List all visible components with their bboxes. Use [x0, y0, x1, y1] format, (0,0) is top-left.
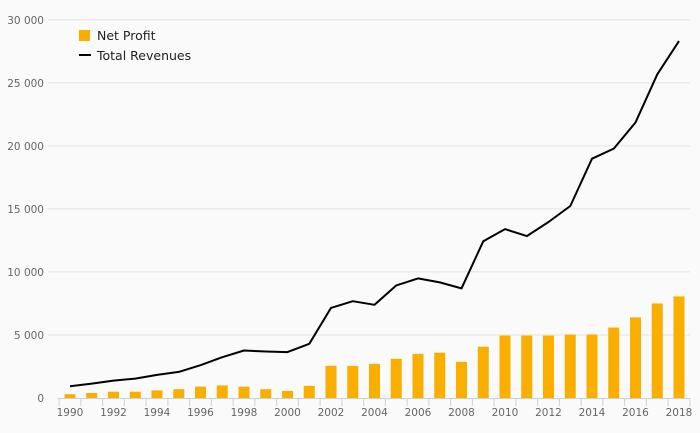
- x-tick-label: 1994: [144, 407, 171, 419]
- bar-1996: [195, 386, 206, 398]
- bar-1997: [216, 385, 228, 398]
- bar-2011: [521, 335, 533, 398]
- x-axis: 1990 1992 1994 1996 1998 2000 2002 2004 2006 2008…: [57, 398, 693, 419]
- x-tick-label: 1992: [100, 407, 127, 419]
- x-tick-label: 2014: [579, 407, 606, 419]
- x-tick-label: 2002: [318, 407, 345, 419]
- y-tick-label: 0: [37, 393, 44, 405]
- bar-2017: [651, 303, 663, 398]
- bar-1994: [151, 390, 163, 398]
- bar-2015: [608, 327, 620, 398]
- x-tick-label: 2018: [666, 407, 693, 419]
- y-tick-label: 15 000: [7, 204, 44, 216]
- y-tick-label: 20 000: [7, 141, 44, 153]
- bar-2012: [543, 335, 554, 398]
- bar-2009: [477, 346, 489, 398]
- bar-2001: [303, 385, 315, 398]
- bar-2007: [434, 352, 446, 398]
- x-tick-label: 2004: [361, 407, 388, 419]
- bar-2018: [673, 296, 685, 398]
- x-tick-label: 2012: [535, 407, 562, 419]
- y-tick-label: 5 000: [14, 330, 44, 342]
- x-tick-label: 2016: [622, 407, 649, 419]
- y-axis: 0 5 000 10 000 15 000 20 000 25 000 30 000: [7, 15, 44, 405]
- bar-1999: [260, 389, 272, 398]
- total-revenues-line: [69, 40, 680, 388]
- legend-swatch-net-profit: [79, 30, 90, 41]
- legend-label-net-profit: Net Profit: [97, 28, 156, 43]
- bar-1992: [108, 391, 119, 398]
- bar-2005: [390, 358, 402, 398]
- x-tick-label: 1996: [187, 407, 214, 419]
- bar-2008: [456, 361, 467, 398]
- y-tick-label: 30 000: [7, 15, 44, 27]
- bar-1990: [64, 394, 76, 398]
- bar-2014: [586, 334, 598, 398]
- bar-2000: [282, 390, 293, 398]
- bar-2004: [369, 363, 380, 398]
- bar-2002: [325, 365, 337, 398]
- bar-2006: [412, 353, 424, 398]
- bar-1993: [129, 391, 141, 398]
- bar-1995: [173, 389, 185, 398]
- bar-1998: [238, 386, 250, 398]
- gridlines: [48, 19, 690, 336]
- net-profit-bars: [64, 296, 685, 398]
- bar-2010: [499, 335, 511, 398]
- bar-2013: [564, 334, 576, 398]
- bar-1991: [86, 392, 98, 398]
- x-tick-label: 2000: [274, 407, 301, 419]
- y-tick-label: 25 000: [7, 78, 44, 90]
- x-tick-label: 1998: [231, 407, 258, 419]
- bar-2003: [347, 365, 359, 398]
- x-tick-label: 1990: [57, 407, 84, 419]
- bar-2016: [630, 317, 641, 398]
- x-tick-label: 2006: [405, 407, 432, 419]
- x-tick-label: 2010: [492, 407, 519, 419]
- legend-label-total-revenues: Total Revenues: [96, 48, 191, 63]
- y-tick-label: 10 000: [7, 267, 44, 279]
- x-tick-label: 2008: [448, 407, 475, 419]
- legend: Net Profit Total Revenues: [79, 28, 191, 63]
